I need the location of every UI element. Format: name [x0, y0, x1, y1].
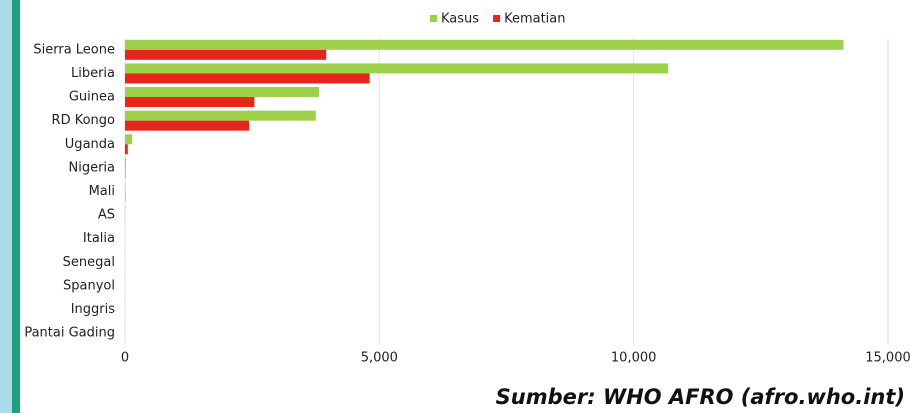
side-strip [0, 0, 12, 413]
y-tick-label: Nigeria [68, 160, 115, 175]
y-tick-label: Uganda [65, 137, 115, 152]
y-tick-label: Sierra Leone [33, 42, 115, 57]
x-tick-label: 0 [121, 351, 129, 366]
bar [125, 110, 316, 121]
legend-label: Kasus [441, 12, 479, 27]
x-tick-label: 5,000 [361, 351, 398, 366]
y-tick-label: Italia [83, 231, 115, 246]
bar [125, 63, 669, 74]
bar [125, 49, 327, 60]
legend-swatch [493, 15, 501, 22]
y-tick-label: AS [98, 208, 115, 223]
y-tick-label: Senegal [63, 255, 115, 270]
bar [125, 39, 844, 50]
y-tick-label: Liberia [71, 66, 115, 81]
bar [125, 87, 320, 98]
x-tick-label: 10,000 [611, 351, 657, 366]
y-tick-label: Spanyol [63, 278, 115, 293]
bar [125, 97, 255, 108]
side-strip [12, 0, 20, 413]
x-tick-label: 15,000 [865, 351, 910, 366]
source: Sumber: WHO AFRO (afro.who.int) [496, 385, 905, 409]
y-tick-label: Mali [89, 184, 115, 199]
bar [125, 73, 370, 84]
bar [125, 134, 133, 145]
y-tick-label: Guinea [69, 90, 115, 105]
bar [125, 157, 127, 168]
y-tick-label: Inggris [71, 302, 116, 317]
legend-swatch [430, 15, 437, 22]
bar [125, 144, 128, 155]
y-tick-label: RD Kongo [52, 113, 115, 128]
legend-label: Kematian [504, 12, 565, 27]
y-tick-label: Pantai Gading [24, 326, 115, 341]
bar [125, 120, 250, 131]
